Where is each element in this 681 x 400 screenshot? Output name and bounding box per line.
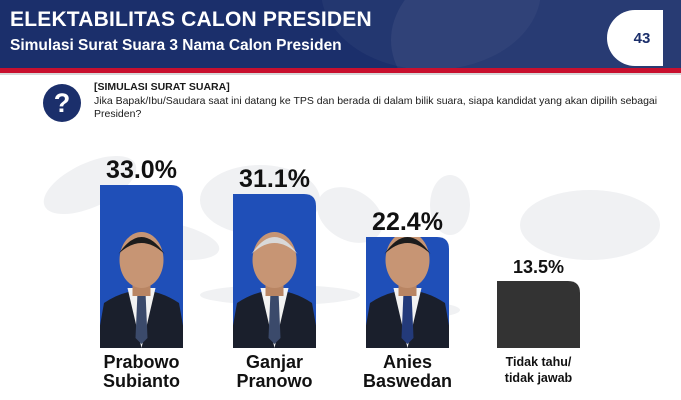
page-title: ELEKTABILITAS CALON PRESIDEN <box>10 8 372 31</box>
header-banner: ELEKTABILITAS CALON PRESIDEN Simulasi Su… <box>0 0 681 68</box>
candidate-portrait-1 <box>100 232 183 348</box>
candidate-name-line: Ganjar <box>245 352 304 372</box>
candidate-portrait-3 <box>366 237 449 348</box>
candidate-name-3: Anies Baswedan <box>346 353 469 391</box>
bar-4 <box>497 281 580 348</box>
candidate-name-line: Subianto <box>103 371 180 391</box>
question-label: [SIMULASI SURAT SUARA] <box>94 81 230 93</box>
candidate-name-line: Prabowo <box>103 352 180 372</box>
value-label-3: 22.4% <box>372 208 443 236</box>
candidate-name-line: Baswedan <box>362 371 453 391</box>
header-gray-stripe <box>0 73 681 75</box>
page-subtitle: Simulasi Surat Suara 3 Nama Calon Presid… <box>10 37 342 54</box>
candidate-name-4: Tidak tahu/tidak jawab <box>477 354 600 386</box>
value-label-4: 13.5% <box>513 257 564 277</box>
candidate-name-2: Ganjar Pranowo <box>213 353 336 391</box>
candidate-portrait-2 <box>233 232 316 348</box>
header-red-stripe <box>0 68 681 73</box>
candidate-name-line: tidak jawab <box>504 371 573 385</box>
value-label-2: 31.1% <box>239 165 310 193</box>
question-text: Jika Bapak/Ibu/Saudara saat ini datang k… <box>94 95 658 120</box>
candidate-name-1: Prabowo Subianto <box>80 353 203 391</box>
question-mark-icon: ? <box>43 84 81 122</box>
value-label-1: 33.0% <box>106 156 177 184</box>
candidate-name-line: Anies <box>382 352 433 372</box>
page-number: 43 <box>607 10 663 66</box>
candidate-name-line: Tidak tahu/ <box>505 355 572 369</box>
candidate-name-line: Pranowo <box>236 371 313 391</box>
